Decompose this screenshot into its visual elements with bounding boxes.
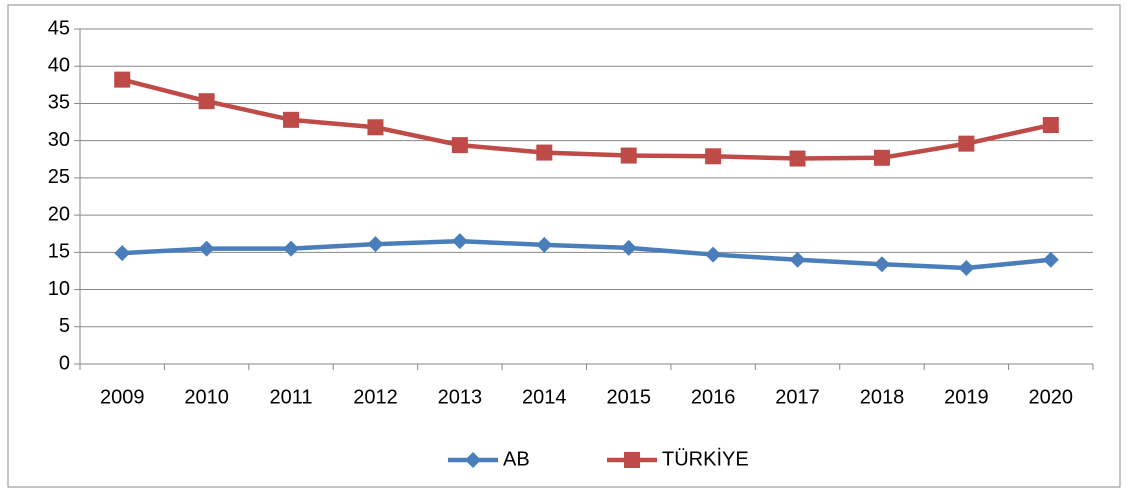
marker: [536, 236, 553, 253]
y-tick-label: 45: [48, 17, 70, 39]
y-tick-label: 20: [48, 203, 70, 225]
x-tick-label: 2013: [438, 386, 483, 408]
y-tick-label: 15: [48, 241, 70, 263]
x-tick-label: 2011: [270, 386, 313, 408]
marker: [283, 111, 300, 128]
x-tick-label: 2014: [522, 386, 567, 408]
x-tick-label: 2019: [944, 386, 989, 408]
marker: [114, 245, 131, 262]
y-tick-label: 10: [48, 278, 70, 300]
x-tick-label: 2010: [184, 386, 229, 408]
y-tick-label: 0: [59, 352, 70, 374]
x-tick-label: 2015: [606, 386, 651, 408]
marker: [958, 259, 975, 276]
marker: [958, 135, 975, 152]
x-tick-label: 2012: [353, 386, 398, 408]
marker: [367, 236, 384, 253]
marker: [705, 246, 722, 263]
x-tick-label: 2018: [860, 386, 905, 408]
marker: [198, 93, 215, 110]
legend-label: AB: [503, 448, 530, 470]
marker: [114, 71, 131, 88]
marker: [789, 150, 806, 167]
marker: [873, 256, 890, 273]
legend-label: TÜRKİYE: [662, 447, 749, 470]
legend-marker: [465, 452, 481, 468]
x-tick-label: 2009: [100, 386, 145, 408]
marker: [198, 240, 215, 257]
x-tick-label: 2017: [775, 386, 820, 408]
y-tick-label: 30: [48, 129, 70, 151]
marker: [451, 233, 468, 250]
marker: [536, 144, 553, 161]
series-line: [122, 238, 1052, 271]
marker: [620, 239, 637, 256]
series-line: [121, 77, 1052, 161]
x-tick-label: 2020: [1029, 386, 1074, 408]
marker: [873, 149, 890, 166]
legend-marker: [624, 452, 640, 468]
marker: [1042, 117, 1059, 134]
marker: [283, 240, 300, 257]
y-tick-label: 25: [48, 166, 70, 188]
marker: [1042, 251, 1059, 268]
marker: [367, 119, 384, 136]
x-tick-label: 2016: [691, 386, 736, 408]
y-tick-label: 40: [48, 55, 70, 77]
y-tick-label: 35: [48, 92, 70, 114]
marker: [620, 147, 637, 164]
marker: [705, 148, 722, 165]
marker: [789, 251, 806, 268]
marker: [451, 137, 468, 154]
y-tick-label: 5: [59, 315, 70, 337]
